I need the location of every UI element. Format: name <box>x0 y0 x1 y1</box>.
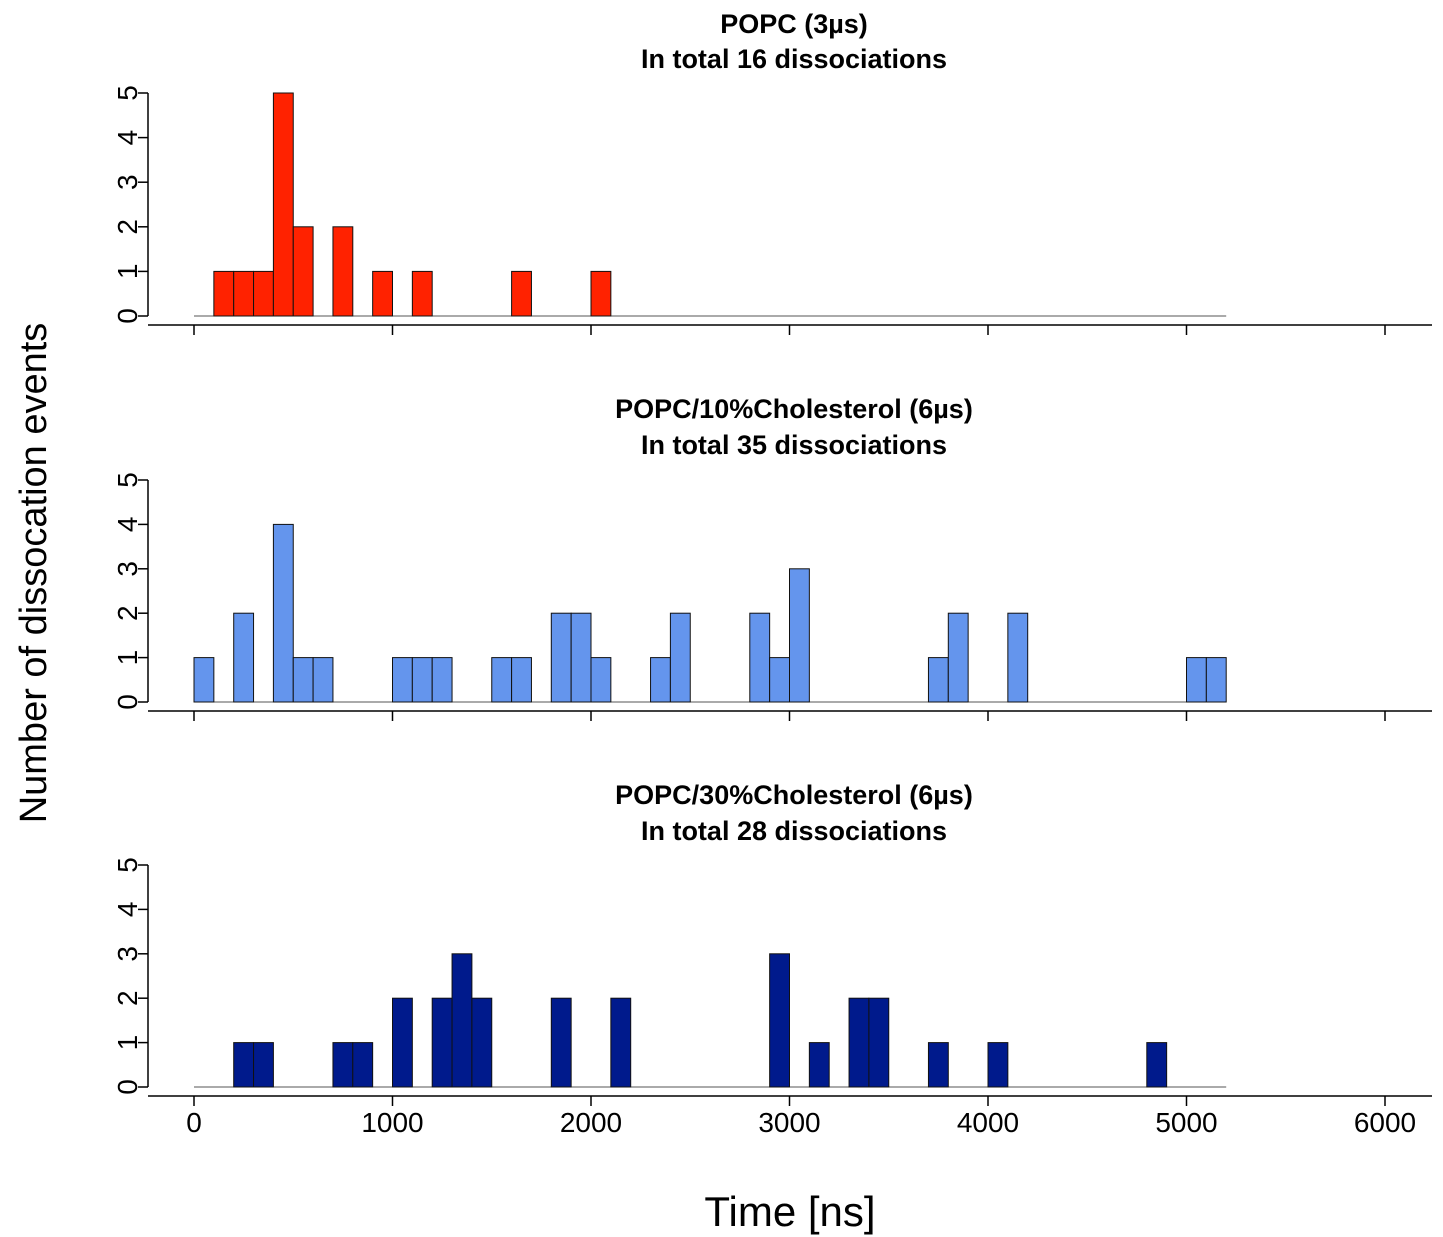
histogram-bar <box>550 612 572 703</box>
y-tick-label: 2 <box>112 219 143 235</box>
y-tick-label: 3 <box>112 561 143 577</box>
histogram-bar <box>590 657 612 703</box>
histogram-bar <box>947 612 969 703</box>
y-tick-label: 1 <box>112 1035 143 1051</box>
x-tick-label: 0 <box>186 1107 202 1138</box>
histogram-bar <box>431 997 453 1088</box>
histogram-bar <box>669 612 691 703</box>
histogram-bar <box>1186 657 1207 703</box>
histogram-panel-3: POPC/30%Cholesterol (6µs) In total 28 dis… <box>112 780 1432 1138</box>
panel-subtitle: In total 35 dissociations <box>641 430 947 460</box>
y-tick-label: 0 <box>112 1079 143 1095</box>
histogram-bar <box>808 1042 830 1088</box>
histogram-bar <box>927 1042 949 1088</box>
histogram-panel-2: POPC/10%Cholesterol (6µs) In total 35 dis… <box>112 394 1432 721</box>
histogram-bar <box>233 612 255 703</box>
histogram-bar <box>511 270 532 317</box>
histogram-bar <box>789 568 810 703</box>
histogram-bar <box>372 270 393 317</box>
panel-title: POPC/30%Cholesterol (6µs) <box>615 780 973 810</box>
histogram-bar <box>650 657 671 703</box>
y-tick-label: 2 <box>112 990 143 1006</box>
x-tick-label: 5000 <box>1155 1107 1217 1138</box>
y-tick-label: 1 <box>112 264 143 280</box>
histogram-bar <box>312 657 334 703</box>
y-tick-label: 5 <box>112 857 143 873</box>
histogram-bar <box>471 997 493 1088</box>
histogram-bar <box>332 1042 354 1088</box>
y-tick-label: 2 <box>112 605 143 621</box>
panel-title: POPC (3µs) <box>720 9 868 39</box>
histogram-bar <box>1146 1042 1168 1088</box>
histogram-bar <box>431 657 453 703</box>
histogram-bar <box>392 657 413 703</box>
x-tick-label: 2000 <box>560 1107 622 1138</box>
x-tick-label: 6000 <box>1354 1107 1416 1138</box>
histogram-bar <box>1205 657 1227 703</box>
y-tick-label: 3 <box>112 946 143 962</box>
histogram-bar <box>769 657 791 703</box>
histogram-bar <box>272 92 294 317</box>
y-tick-label: 4 <box>112 902 143 918</box>
histogram-bar <box>292 226 314 317</box>
y-tick-label: 4 <box>112 130 143 146</box>
y-tick-label: 4 <box>112 517 143 533</box>
histogram-bar <box>253 1042 274 1088</box>
panel-subtitle: In total 28 dissociations <box>641 816 947 846</box>
histogram-bar <box>987 1042 1009 1088</box>
x-tick-label: 4000 <box>957 1107 1019 1138</box>
panel-subtitle: In total 16 dissociations <box>641 44 947 74</box>
histogram-bar <box>253 270 274 317</box>
y-tick-label: 1 <box>112 650 143 666</box>
y-tick-label: 0 <box>112 694 143 710</box>
histogram-bar <box>590 270 612 317</box>
histogram-bar <box>848 997 870 1088</box>
histogram-bar <box>570 612 592 703</box>
histogram-bar <box>411 657 433 703</box>
histogram-bar <box>213 270 235 317</box>
histogram-bar <box>1007 612 1029 703</box>
panel-title: POPC/10%Cholesterol (6µs) <box>615 394 973 424</box>
histogram-bar <box>491 657 513 703</box>
histogram-bar <box>272 523 294 703</box>
y-axis-label: Number of dissocation events <box>13 323 55 824</box>
histogram-bar <box>332 226 354 317</box>
y-tick-label: 5 <box>112 472 143 488</box>
x-tick-label: 1000 <box>361 1107 423 1138</box>
x-tick-label: 3000 <box>758 1107 820 1138</box>
histogram-bar <box>749 612 771 703</box>
x-axis-label: Time [ns] <box>704 1188 875 1235</box>
histogram-bar <box>411 270 433 317</box>
histogram-bar <box>352 1042 374 1088</box>
histogram-bar <box>451 953 473 1088</box>
histogram-bar <box>769 953 791 1088</box>
histogram-bar <box>868 997 890 1088</box>
histogram-bar <box>550 997 572 1088</box>
histogram-bar <box>292 657 314 703</box>
histogram-bar <box>233 1042 255 1088</box>
histogram-bar <box>511 657 532 703</box>
histogram-bar <box>927 657 949 703</box>
histogram-bar <box>233 270 255 317</box>
histogram-bar <box>193 657 215 703</box>
y-tick-label: 0 <box>112 308 143 324</box>
y-tick-label: 3 <box>112 174 143 190</box>
histogram-panels: POPC (3µs) In total 16 dissociations 0 1 2 3 4… <box>112 9 1432 1138</box>
histogram-bar <box>610 997 632 1088</box>
histogram-bar <box>392 997 413 1088</box>
y-tick-label: 5 <box>112 85 143 101</box>
histogram-panel-1: POPC (3µs) In total 16 dissociations 0 1 2 3 4… <box>112 9 1432 335</box>
